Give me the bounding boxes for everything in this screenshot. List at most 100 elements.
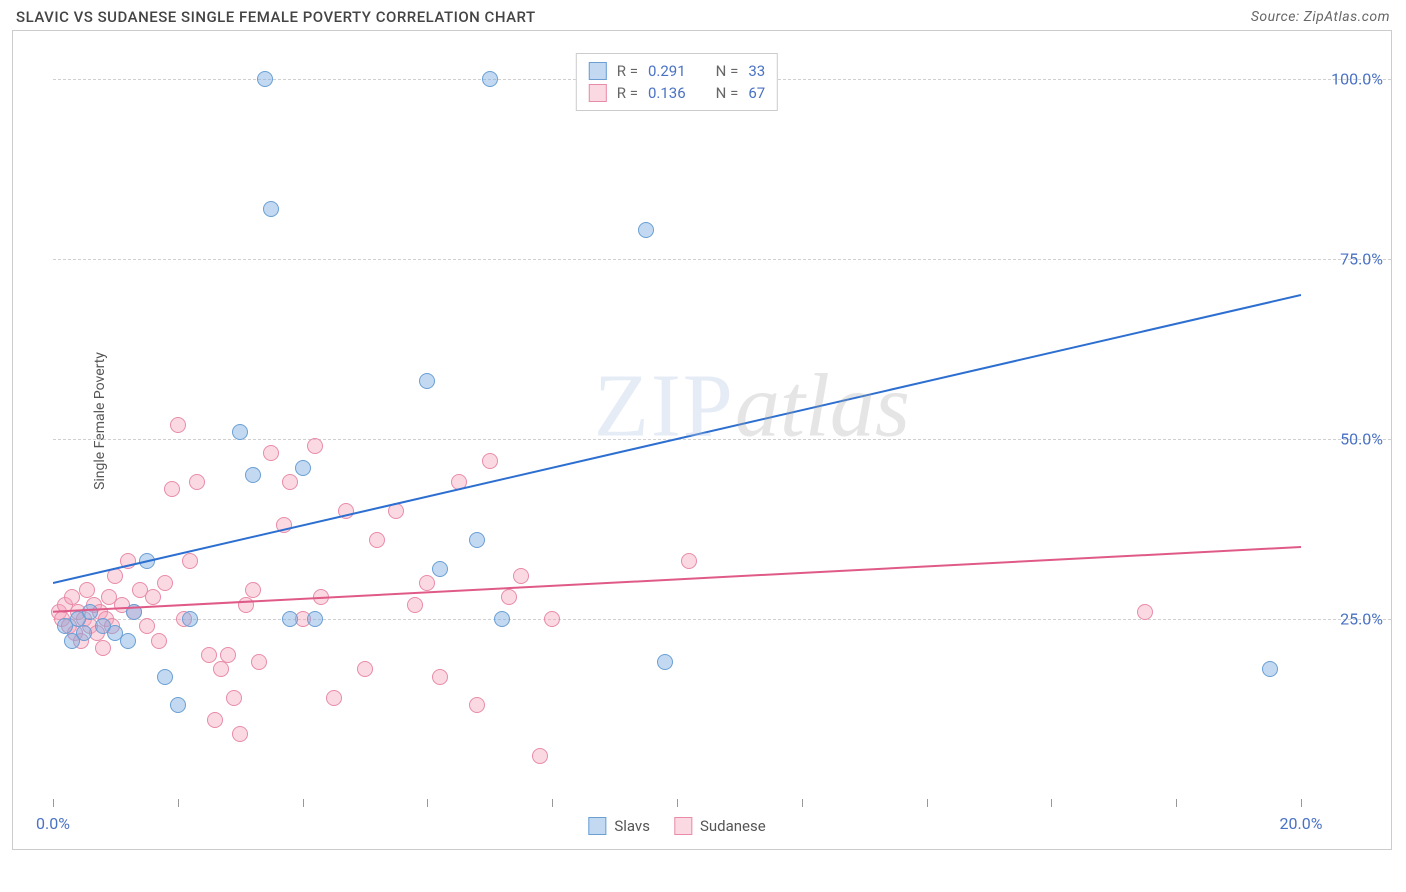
scatter-point-slavs [432,561,448,577]
scatter-point-sudanese [226,690,242,706]
scatter-point-sudanese [263,445,279,461]
scatter-point-sudanese [419,575,435,591]
watermark-zip: ZIP [594,356,735,455]
chart-title: SLAVIC VS SUDANESE SINGLE FEMALE POVERTY… [16,8,536,26]
legend-bottom-item: Sudanese [674,817,766,835]
scatter-point-slavs [232,424,248,440]
scatter-point-sudanese [232,726,248,742]
scatter-point-sudanese [189,474,205,490]
scatter-point-sudanese [145,589,161,605]
y-tick-label: 50.0% [1340,430,1383,449]
scatter-point-sudanese [207,712,223,728]
scatter-point-sudanese [501,589,517,605]
scatter-point-sudanese [220,647,236,663]
scatter-point-slavs [126,604,142,620]
x-tick [1176,799,1177,807]
scatter-point-sudanese [170,417,186,433]
scatter-point-sudanese [432,669,448,685]
scatter-point-slavs [170,697,186,713]
scatter-point-sudanese [451,474,467,490]
n-value: 67 [748,84,765,102]
x-tick [927,799,928,807]
legend-bottom-item: Slavs [588,817,650,835]
scatter-point-slavs [182,611,198,627]
y-tick-label: 100.0% [1331,70,1383,89]
x-tick [1301,799,1302,807]
legend-swatch [589,62,607,80]
scatter-point-sudanese [681,553,697,569]
scatter-point-slavs [139,553,155,569]
scatter-point-sudanese [482,453,498,469]
scatter-point-slavs [245,467,261,483]
scatter-point-sudanese [513,568,529,584]
chart-container: Single Female Poverty ZIPatlas R =0.291N… [12,30,1392,850]
watermark-atlas: atlas [735,356,910,455]
header-bar: SLAVIC VS SUDANESE SINGLE FEMALE POVERTY… [0,0,1406,30]
legend-swatch [589,84,607,102]
scatter-point-slavs [257,71,273,87]
scatter-point-sudanese [157,575,173,591]
scatter-point-sudanese [469,697,485,713]
scatter-point-slavs [469,532,485,548]
scatter-point-sudanese [164,481,180,497]
scatter-point-sudanese [182,553,198,569]
legend-swatch [588,817,606,835]
scatter-point-slavs [419,373,435,389]
x-tick [802,799,803,807]
scatter-point-slavs [76,625,92,641]
x-axis-label: 0.0% [36,814,70,833]
legend-label: Sudanese [700,817,766,835]
scatter-point-sudanese [544,611,560,627]
scatter-point-slavs [494,611,510,627]
r-value: 0.136 [648,84,686,102]
y-tick-label: 25.0% [1340,610,1383,629]
legend-top-row: R =0.136N =67 [589,82,765,104]
scatter-point-slavs [1262,661,1278,677]
scatter-point-sudanese [407,597,423,613]
x-tick [1051,799,1052,807]
scatter-point-sudanese [251,654,267,670]
y-tick-label: 75.0% [1340,250,1383,269]
scatter-point-slavs [157,669,173,685]
y-axis-label: Single Female Poverty [92,352,108,490]
grid-line [53,259,1391,260]
x-tick [427,799,428,807]
scatter-point-sudanese [276,517,292,533]
scatter-point-sudanese [213,661,229,677]
scatter-point-sudanese [238,597,254,613]
watermark: ZIPatlas [594,354,910,457]
scatter-point-slavs [120,633,136,649]
scatter-point-sudanese [1137,604,1153,620]
x-axis-label: 20.0% [1280,814,1323,833]
scatter-point-slavs [482,71,498,87]
x-tick [552,799,553,807]
scatter-point-slavs [263,201,279,217]
scatter-point-slavs [282,611,298,627]
scatter-point-slavs [307,611,323,627]
grid-line [53,439,1391,440]
scatter-point-sudanese [95,640,111,656]
scatter-point-sudanese [357,661,373,677]
scatter-point-slavs [82,604,98,620]
scatter-point-sudanese [369,532,385,548]
scatter-point-sudanese [338,503,354,519]
legend-swatch [674,817,692,835]
legend-top: R =0.291N =33R =0.136N =67 [576,53,778,111]
scatter-point-sudanese [120,553,136,569]
scatter-point-sudanese [201,647,217,663]
scatter-point-sudanese [151,633,167,649]
x-tick [178,799,179,807]
source-label: Source: ZipAtlas.com [1251,9,1390,25]
scatter-point-sudanese [388,503,404,519]
scatter-point-slavs [638,222,654,238]
x-tick [677,799,678,807]
scatter-point-sudanese [313,589,329,605]
scatter-point-sudanese [326,690,342,706]
x-tick [53,799,54,807]
scatter-point-slavs [295,460,311,476]
trend-lines-svg [53,43,1301,799]
grid-line [53,619,1391,620]
n-label: N = [716,62,739,80]
r-label: R = [617,62,638,80]
scatter-point-sudanese [107,568,123,584]
